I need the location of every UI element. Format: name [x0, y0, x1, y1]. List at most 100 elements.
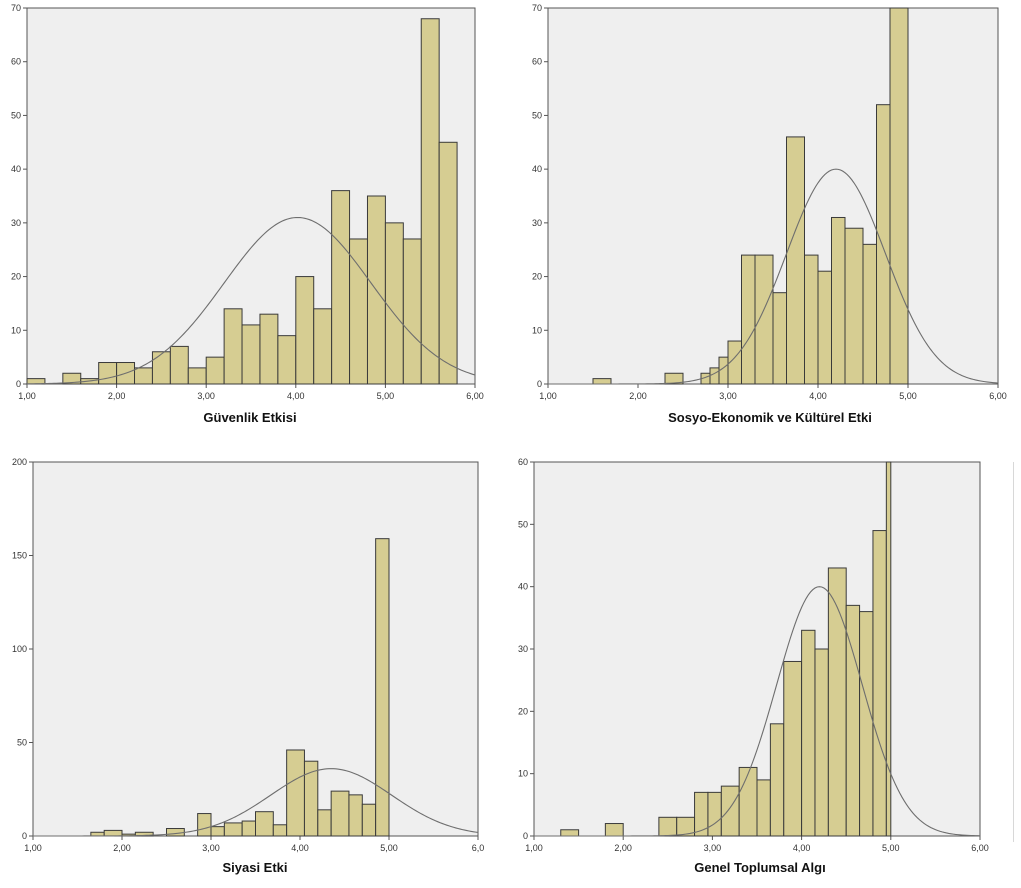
histogram-guvenlik-svg: 0 10 20 30 40 50 60 70 1,00 2,00 3,00 4,00 5,00 6,00	[11, 3, 484, 401]
histogram-sosyo-panel: 0 10 20 30 40 50 60 70 1,00 2,00 3,00 4,00 5,00 6,00 …	[510, 0, 1021, 440]
siyasi-histogram-bar	[241, 820, 256, 837]
guvenlik-histogram-bar	[98, 362, 118, 385]
siyasi-plot-area	[32, 461, 479, 837]
guvenlik-histogram-bar	[349, 238, 368, 385]
guvenlik-histogram-bar	[205, 356, 225, 385]
sosyo-histogram-bar	[741, 254, 756, 385]
siyasi-histogram-bar	[166, 828, 185, 837]
sosyo-y-tick-label: 70	[532, 3, 542, 13]
sosyo-y-tick-label: 60	[532, 57, 542, 67]
histogram-siyasi-panel: 0 50 100 150 200 1,00 2,00 3,00 4,00 5,00 6,0 Siya…	[0, 452, 490, 888]
siyasi-histogram-bar	[317, 809, 332, 837]
genel-histogram-bar	[560, 829, 580, 837]
sosyo-histogram-bar	[804, 254, 819, 385]
sosyo-x-tick-label: 4,00	[809, 391, 827, 401]
sosyo-histogram-bar	[664, 372, 684, 385]
guvenlik-histogram-bar	[420, 18, 440, 385]
sosyo-y-tick-label: 0	[537, 379, 542, 389]
guvenlik-histogram-bar	[331, 190, 351, 385]
sosyo-y-tick-label: 20	[532, 272, 542, 282]
genel-y-tick-label: 60	[518, 457, 528, 467]
genel-x-tick-label: 6,00	[971, 843, 989, 853]
genel-y-tick-label: 20	[518, 706, 528, 716]
genel-y-tick-label: 0	[523, 831, 528, 841]
sosyo-x-tick-label: 5,00	[899, 391, 917, 401]
sosyo-x-tick-label: 6,00	[989, 391, 1007, 401]
siyasi-histogram-bar	[361, 803, 377, 837]
siyasi-y-tick-label: 50	[17, 738, 27, 748]
histogram-sosyo-xlabel: Sosyo-Ekonomik ve Kültürel Etki	[668, 410, 872, 425]
histogram-guvenlik-xlabel: Güvenlik Etkisi	[203, 410, 297, 425]
guvenlik-y-tick-label: 40	[11, 164, 21, 174]
guvenlik-histogram-bar	[402, 238, 422, 385]
sosyo-histogram-bar	[754, 254, 774, 385]
guvenlik-y-tick-label: 70	[11, 3, 21, 13]
genel-y-tick-label: 40	[518, 582, 528, 592]
genel-x-tick-label: 4,00	[793, 843, 811, 853]
sosyo-histogram-bar	[862, 243, 877, 385]
guvenlik-histogram-bar	[438, 141, 458, 385]
guvenlik-histogram-bar	[151, 351, 171, 385]
histogram-guvenlik-panel: 0 10 20 30 40 50 60 70 1,00 2,00 3,00 4,00 5,00 6,00 …	[0, 0, 490, 440]
genel-y-tick-label: 50	[518, 519, 528, 529]
sosyo-histogram-bar	[592, 378, 612, 385]
guvenlik-histogram-bar	[313, 308, 333, 385]
guvenlik-x-tick-label: 5,00	[377, 391, 395, 401]
siyasi-histogram-bar	[210, 826, 225, 837]
guvenlik-histogram-bar	[384, 222, 404, 385]
histogram-siyasi-svg: 0 50 100 150 200 1,00 2,00 3,00 4,00 5,00 6,0	[12, 457, 484, 853]
siyasi-histogram-bar	[223, 822, 243, 837]
genel-histogram-bar	[769, 723, 785, 837]
guvenlik-histogram-bar	[187, 367, 207, 385]
siyasi-histogram-bar	[303, 760, 319, 837]
siyasi-y-tick-label: 150	[12, 551, 27, 561]
genel-histogram-bar	[783, 660, 803, 837]
genel-x-tick-label: 5,00	[882, 843, 900, 853]
siyasi-histogram-bar	[286, 749, 305, 837]
genel-histogram-bar	[814, 648, 829, 837]
genel-x-tick-label: 2,00	[614, 843, 632, 853]
siyasi-x-tick-label: 4,00	[291, 843, 309, 853]
histogram-siyasi-xlabel: Siyasi Etki	[222, 860, 288, 875]
siyasi-normal-curve	[33, 768, 479, 837]
siyasi-histogram-bar	[255, 811, 274, 837]
genel-histogram-bar	[756, 779, 771, 837]
histogram-genel-svg: 0 10 20 30 40 50 60 1,00 2,00 3,00 4,00 5,00 6,00	[518, 457, 989, 853]
sosyo-histogram-bar	[844, 227, 864, 385]
sosyo-histogram-bar	[876, 104, 891, 385]
siyasi-x-tick-label: 3,00	[202, 843, 220, 853]
guvenlik-y-tick-label: 0	[16, 379, 21, 389]
guvenlik-histogram-bar	[259, 313, 279, 385]
genel-normal-curve	[534, 586, 981, 837]
siyasi-y-tick-label: 0	[22, 831, 27, 841]
sosyo-histogram-bar	[772, 292, 787, 385]
guvenlik-y-tick-label: 60	[11, 57, 21, 67]
histogram-genel-xlabel: Genel Toplumsal Algı	[694, 860, 826, 875]
sosyo-x-tick-label: 3,00	[719, 391, 737, 401]
sosyo-y-tick-label: 30	[532, 218, 542, 228]
genel-histogram-bar	[604, 823, 624, 837]
genel-histogram-bar	[845, 604, 861, 837]
siyasi-histogram-bar	[103, 829, 123, 837]
sosyo-histogram-bar	[709, 367, 720, 385]
guvenlik-histogram-bar	[295, 276, 315, 385]
siyasi-histogram-bar	[134, 831, 154, 837]
guvenlik-x-tick-label: 4,00	[287, 391, 305, 401]
genel-histogram-bar	[872, 530, 887, 837]
sosyo-histogram-bar	[889, 7, 909, 385]
genel-histogram-bar	[885, 461, 892, 837]
genel-x-tick-label: 3,00	[704, 843, 722, 853]
guvenlik-x-tick-label: 6,00	[466, 391, 484, 401]
siyasi-y-tick-label: 200	[12, 457, 27, 467]
sosyo-y-tick-label: 50	[532, 110, 542, 120]
guvenlik-histogram-bar	[277, 335, 297, 385]
guvenlik-normal-curve	[26, 216, 476, 385]
guvenlik-x-tick-label: 2,00	[108, 391, 126, 401]
page-edge-rule	[1013, 462, 1014, 842]
histogram-genel-panel: 0 10 20 30 40 50 60 1,00 2,00 3,00 4,00 5,00 6,00 Ge…	[500, 452, 1021, 888]
guvenlik-histogram-bar	[223, 308, 243, 385]
siyasi-histogram-bar	[272, 824, 288, 837]
genel-histogram-bar	[707, 791, 722, 837]
guvenlik-histogram-bar	[169, 345, 189, 385]
siyasi-x-tick-label: 2,00	[113, 843, 131, 853]
